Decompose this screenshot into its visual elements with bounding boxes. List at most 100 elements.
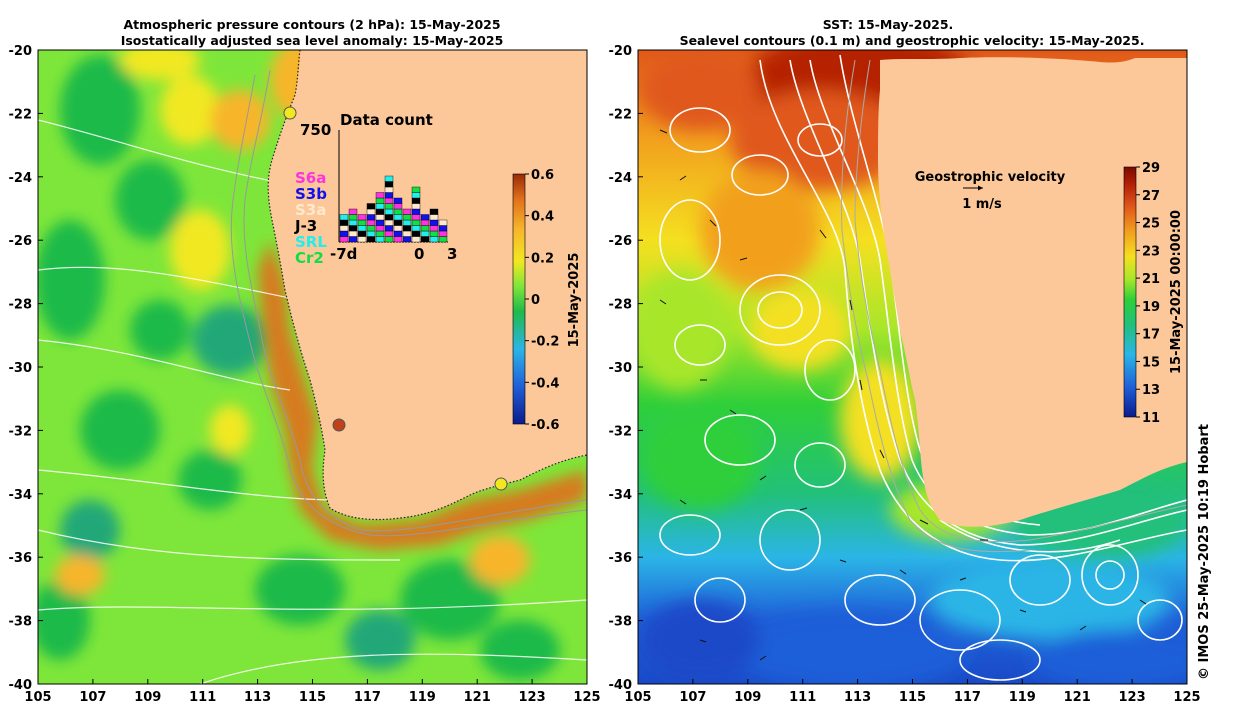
left-title-line2: Isostatically adjusted sea level anomaly… xyxy=(121,33,504,48)
data-count-bar-segment xyxy=(411,230,421,237)
left-x-tick-label: 109 xyxy=(134,690,161,705)
data-count-bar-segment xyxy=(375,192,385,199)
right-x-tick-label: 117 xyxy=(954,690,981,705)
data-count-bar-segment xyxy=(384,236,394,243)
data-count-bar-segment xyxy=(339,230,349,237)
data-count-xlabel: 0 xyxy=(414,245,424,263)
sst-blobs xyxy=(638,50,1187,684)
data-count-bar-segment xyxy=(375,208,385,215)
data-count-bar-segment xyxy=(429,225,439,232)
velocity-vectors xyxy=(659,129,1147,661)
data-count-bar-segment xyxy=(411,203,421,210)
data-count-legend-item: S3a xyxy=(295,201,326,219)
data-count-bar-segment xyxy=(375,214,385,221)
data-count-bar-segment xyxy=(384,175,394,182)
data-count-bar-segment xyxy=(348,230,358,237)
right-colorbar-tick-label: 19 xyxy=(1142,300,1160,315)
data-count-bar-segment xyxy=(420,230,430,237)
data-count-bar-segment xyxy=(375,219,385,226)
left-x-tick-label: 113 xyxy=(244,690,271,705)
left-x-tick-label: 117 xyxy=(354,690,381,705)
right-colorbar-tick-label: 15 xyxy=(1142,355,1160,370)
right-axes: 105 107 109 111 113 115 117 119 121 123 125 -20 -22 -… xyxy=(609,44,1201,705)
right-colorbar-tick-label: 25 xyxy=(1142,217,1160,232)
data-count-bar-segment xyxy=(366,208,376,215)
data-count-bar-segment xyxy=(429,230,439,237)
data-count-legend-item: J-3 xyxy=(294,217,317,235)
data-count-bar-segment xyxy=(384,230,394,237)
data-count-bar-segment xyxy=(357,236,367,243)
data-count-bar-segment xyxy=(393,225,403,232)
data-count-bar-segment xyxy=(339,225,349,232)
right-colorbar-tick-label: 17 xyxy=(1142,328,1160,343)
data-count-bar-segment xyxy=(429,236,439,243)
data-count-bar-segment xyxy=(420,225,430,232)
data-count-bar-segment xyxy=(429,214,439,221)
data-count-bar-segment xyxy=(366,203,376,210)
data-count-bar-segment xyxy=(339,219,349,226)
left-colorbar-label: 15-May-2025 xyxy=(567,253,582,348)
data-count-bar-segment xyxy=(438,219,448,226)
right-x-tick-label: 121 xyxy=(1064,690,1091,705)
right-y-tick-label: -40 xyxy=(609,678,633,693)
data-count-bar-segment xyxy=(348,214,358,221)
left-y-tick-label: -22 xyxy=(9,107,33,122)
velocity-legend-title: Geostrophic velocity xyxy=(915,170,1066,185)
right-colorbar-tick-label: 23 xyxy=(1142,244,1160,259)
left-y-tick-label: -30 xyxy=(9,361,33,376)
left-colorbar-ramp xyxy=(512,173,526,425)
data-count-bar-segment xyxy=(429,208,439,215)
data-count-bar-segment xyxy=(393,208,403,215)
land-mass xyxy=(268,50,587,520)
data-count-bar-segment xyxy=(393,203,403,210)
data-count-title: Data count xyxy=(340,111,433,129)
left-y-tick-label: -24 xyxy=(9,171,33,186)
left-y-tick-label: -40 xyxy=(9,678,33,693)
data-count-bar-segment xyxy=(393,214,403,221)
data-count-bar-segment xyxy=(393,236,403,243)
left-y-tick-label: -28 xyxy=(9,298,33,313)
right-x-tick-label: 119 xyxy=(1009,690,1036,705)
data-count-bar-segment xyxy=(411,192,421,199)
right-colorbar-tick-label: 11 xyxy=(1142,411,1160,426)
bathymetry-contours xyxy=(230,69,587,537)
data-count-bar-segment xyxy=(348,208,358,215)
data-count-bar-segment xyxy=(366,225,376,232)
right-title-line2: Sealevel contours (0.1 m) and geostrophi… xyxy=(680,33,1145,48)
data-count-legend-item: S3b xyxy=(295,185,327,203)
left-y-tick-label: -34 xyxy=(9,488,33,503)
data-count-bar-segment xyxy=(339,214,349,221)
bathymetry-contours xyxy=(841,59,1187,553)
left-x-tick-label: 107 xyxy=(79,690,106,705)
data-count-bar-segment xyxy=(384,208,394,215)
right-x-tick-label: 123 xyxy=(1119,690,1146,705)
data-count-bar-segment xyxy=(411,186,421,193)
right-x-tick-label: 115 xyxy=(899,690,926,705)
right-colorbar-label: 15-May-2025 00:00:00 xyxy=(1169,210,1184,374)
right-y-tick-label: -30 xyxy=(609,361,633,376)
data-count-xlabel: 3 xyxy=(447,245,457,263)
left-title-line1: Atmospheric pressure contours (2 hPa): 1… xyxy=(123,17,500,32)
right-y-tick-label: -26 xyxy=(609,234,633,249)
data-count-legend-item: Cr2 xyxy=(295,249,324,267)
right-colorbar-ramp xyxy=(1123,166,1137,418)
left-x-tick-label: 123 xyxy=(519,690,546,705)
right-colorbar-tick-label: 21 xyxy=(1142,272,1160,287)
data-count-bar-segment xyxy=(357,219,367,226)
left-colorbar: 0.6 0.4 0.2 0 -0.2 -0.4 -0.6 15-May-2025 xyxy=(512,168,582,433)
velocity-legend: Geostrophic velocity 1 m/s xyxy=(915,170,1066,212)
data-count-bar-segment xyxy=(348,219,358,226)
left-y-tick-label: -36 xyxy=(9,551,33,566)
data-count-bar-segment xyxy=(393,230,403,237)
data-count-xlabel: -7d xyxy=(330,245,357,263)
data-count-bar-segment xyxy=(411,197,421,204)
data-count-bar-segment xyxy=(420,219,430,226)
left-colorbar-tick-label: -0.4 xyxy=(531,376,559,391)
right-colorbar-tick-label: 13 xyxy=(1142,383,1160,398)
right-colorbar-tick-label: 29 xyxy=(1142,161,1160,176)
right-y-tick-label: -34 xyxy=(609,488,633,503)
right-y-tick-label: -38 xyxy=(609,615,633,630)
left-x-tick-label: 111 xyxy=(189,690,216,705)
data-count-bar-segment xyxy=(384,219,394,226)
velocity-legend-scale: 1 m/s xyxy=(962,197,1002,212)
